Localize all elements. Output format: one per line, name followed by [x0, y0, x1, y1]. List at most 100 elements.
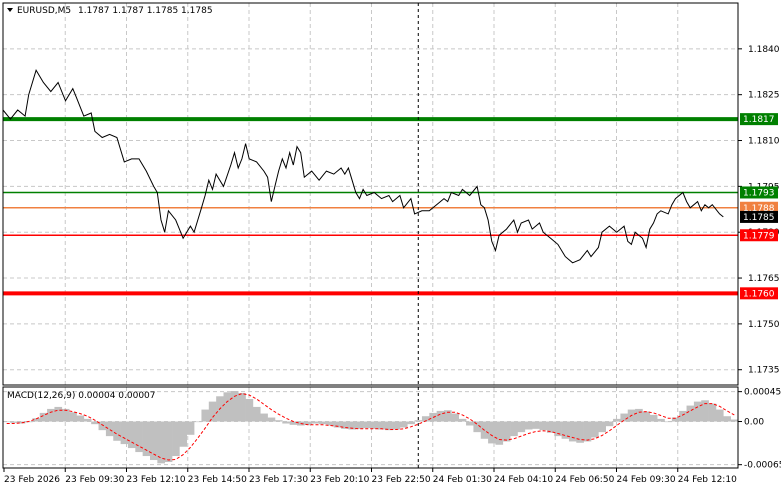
macd-bar	[120, 421, 129, 445]
price-tick-label: 1.1810	[748, 137, 780, 147]
macd-bar	[517, 421, 526, 433]
macd-axis: 0.00045 0.00 -0.00065	[738, 388, 781, 471]
macd-bar	[451, 413, 459, 422]
macd-bar	[679, 410, 687, 422]
time-tick-label: 24 Feb 06:50	[555, 475, 614, 485]
macd-bar	[135, 421, 143, 453]
macd-bar	[421, 416, 430, 422]
macd-bar	[32, 418, 41, 422]
macd-bar	[385, 421, 393, 431]
macd-bar	[532, 421, 540, 429]
macd-bar	[83, 418, 92, 422]
macd-bar	[444, 410, 452, 422]
price-tick-label: 1.1765	[748, 274, 780, 284]
macd-bar	[686, 405, 695, 422]
macd-bar	[370, 421, 379, 429]
macd-bar	[274, 420, 283, 422]
ohlc-values: 1.1787 1.1787 1.1785 1.1785	[78, 6, 213, 16]
level-tag-bg	[740, 201, 778, 214]
macd-bar	[10, 421, 18, 423]
time-tick-label: 24 Feb 01:30	[433, 475, 492, 485]
macd-bar	[502, 421, 511, 442]
level-tag-label: 1.1779	[743, 231, 775, 241]
macd-bar	[377, 421, 386, 430]
macd-bar	[238, 392, 246, 422]
time-tick-label: 24 Feb 04:10	[494, 475, 553, 485]
time-tick-label: 23 Feb 12:10	[127, 475, 186, 485]
macd-tick-label: 0.00	[744, 418, 764, 428]
macd-histogram	[3, 390, 739, 464]
macd-bar	[113, 421, 121, 441]
chart-frame	[2, 2, 739, 469]
time-tick-label: 23 Feb 09:30	[65, 475, 124, 485]
macd-bar	[311, 421, 320, 424]
macd-bar	[341, 421, 349, 429]
macd-bar	[730, 419, 739, 422]
macd-bar	[201, 409, 210, 422]
macd-bar	[208, 401, 217, 422]
macd-bar	[252, 406, 261, 422]
macd-bar	[392, 421, 401, 430]
macd-bar	[98, 421, 107, 431]
macd-bar	[693, 401, 702, 422]
macd-bar	[664, 421, 673, 423]
macd-bar	[399, 421, 408, 428]
macd-bar	[671, 417, 680, 422]
macd-signal-line	[6, 393, 735, 461]
macd-bar	[245, 398, 254, 422]
time-tick-label: 23 Feb 22:50	[372, 475, 431, 485]
price-levels	[3, 117, 738, 296]
current-price-tag-label: 1.1785	[743, 213, 775, 223]
macd-bar	[150, 421, 158, 461]
macd-bar	[407, 421, 415, 425]
macd-bar	[458, 418, 467, 422]
time-tick-label: 23 Feb 20:10	[310, 475, 369, 485]
macd-bar	[142, 421, 151, 457]
price-tick-label: 1.1840	[748, 45, 780, 55]
macd-bar	[333, 421, 342, 428]
price-series-line	[2, 68, 724, 264]
level-price-tags: 1.1817 1.1793 1.1788 1.1779 1.1760 1.1785	[740, 113, 778, 300]
price-pane-border	[2, 2, 739, 386]
macd-bar	[605, 421, 614, 427]
macd-bar	[105, 421, 114, 437]
dropdown-triangle-icon[interactable]	[7, 8, 13, 12]
macd-bar	[69, 412, 77, 422]
macd-bar	[620, 413, 629, 422]
macd-tick-label: 0.00045	[744, 388, 781, 398]
macd-bar	[304, 421, 312, 425]
macd-bar	[194, 421, 202, 423]
macd-bar	[473, 421, 482, 433]
macd-bar	[289, 421, 298, 425]
macd-bar	[583, 421, 592, 442]
macd-bar	[642, 411, 651, 422]
macd-bar	[363, 421, 371, 429]
macd-bar	[576, 421, 584, 443]
macd-bar	[260, 413, 268, 422]
chart-title: EURUSD,M5	[17, 6, 71, 16]
time-axis: 23 Feb 2026 23 Feb 09:30 23 Feb 12:10 23 Fe…	[3, 468, 737, 485]
macd-pane-border	[2, 386, 739, 469]
time-tick-label: 24 Feb 09:30	[617, 475, 676, 485]
macd-bar	[495, 421, 504, 445]
level-tag-label: 1.1788	[743, 204, 775, 214]
time-tick-label: 23 Feb 17:30	[249, 475, 308, 485]
level-tag-bg	[740, 113, 778, 126]
macd-bar	[61, 408, 70, 422]
level-tag-bg	[740, 186, 778, 199]
macd-bar	[230, 390, 239, 422]
macd-tick-label: -0.00065	[744, 461, 781, 471]
macd-bar	[319, 421, 327, 425]
time-tick-label: 24 Feb 12:10	[678, 475, 737, 485]
macd-bar	[657, 418, 665, 422]
macd-bar	[488, 421, 496, 444]
level-tag-label: 1.1817	[743, 115, 775, 125]
macd-bar	[348, 421, 357, 430]
macd-bar	[546, 421, 555, 433]
current-price-tag-bg	[740, 210, 778, 223]
price-tick-label: 1.1750	[748, 320, 780, 330]
time-tick-label: 23 Feb 14:50	[188, 475, 247, 485]
macd-bar	[613, 418, 621, 422]
macd-bar	[91, 421, 99, 425]
macd-bar	[466, 421, 474, 426]
